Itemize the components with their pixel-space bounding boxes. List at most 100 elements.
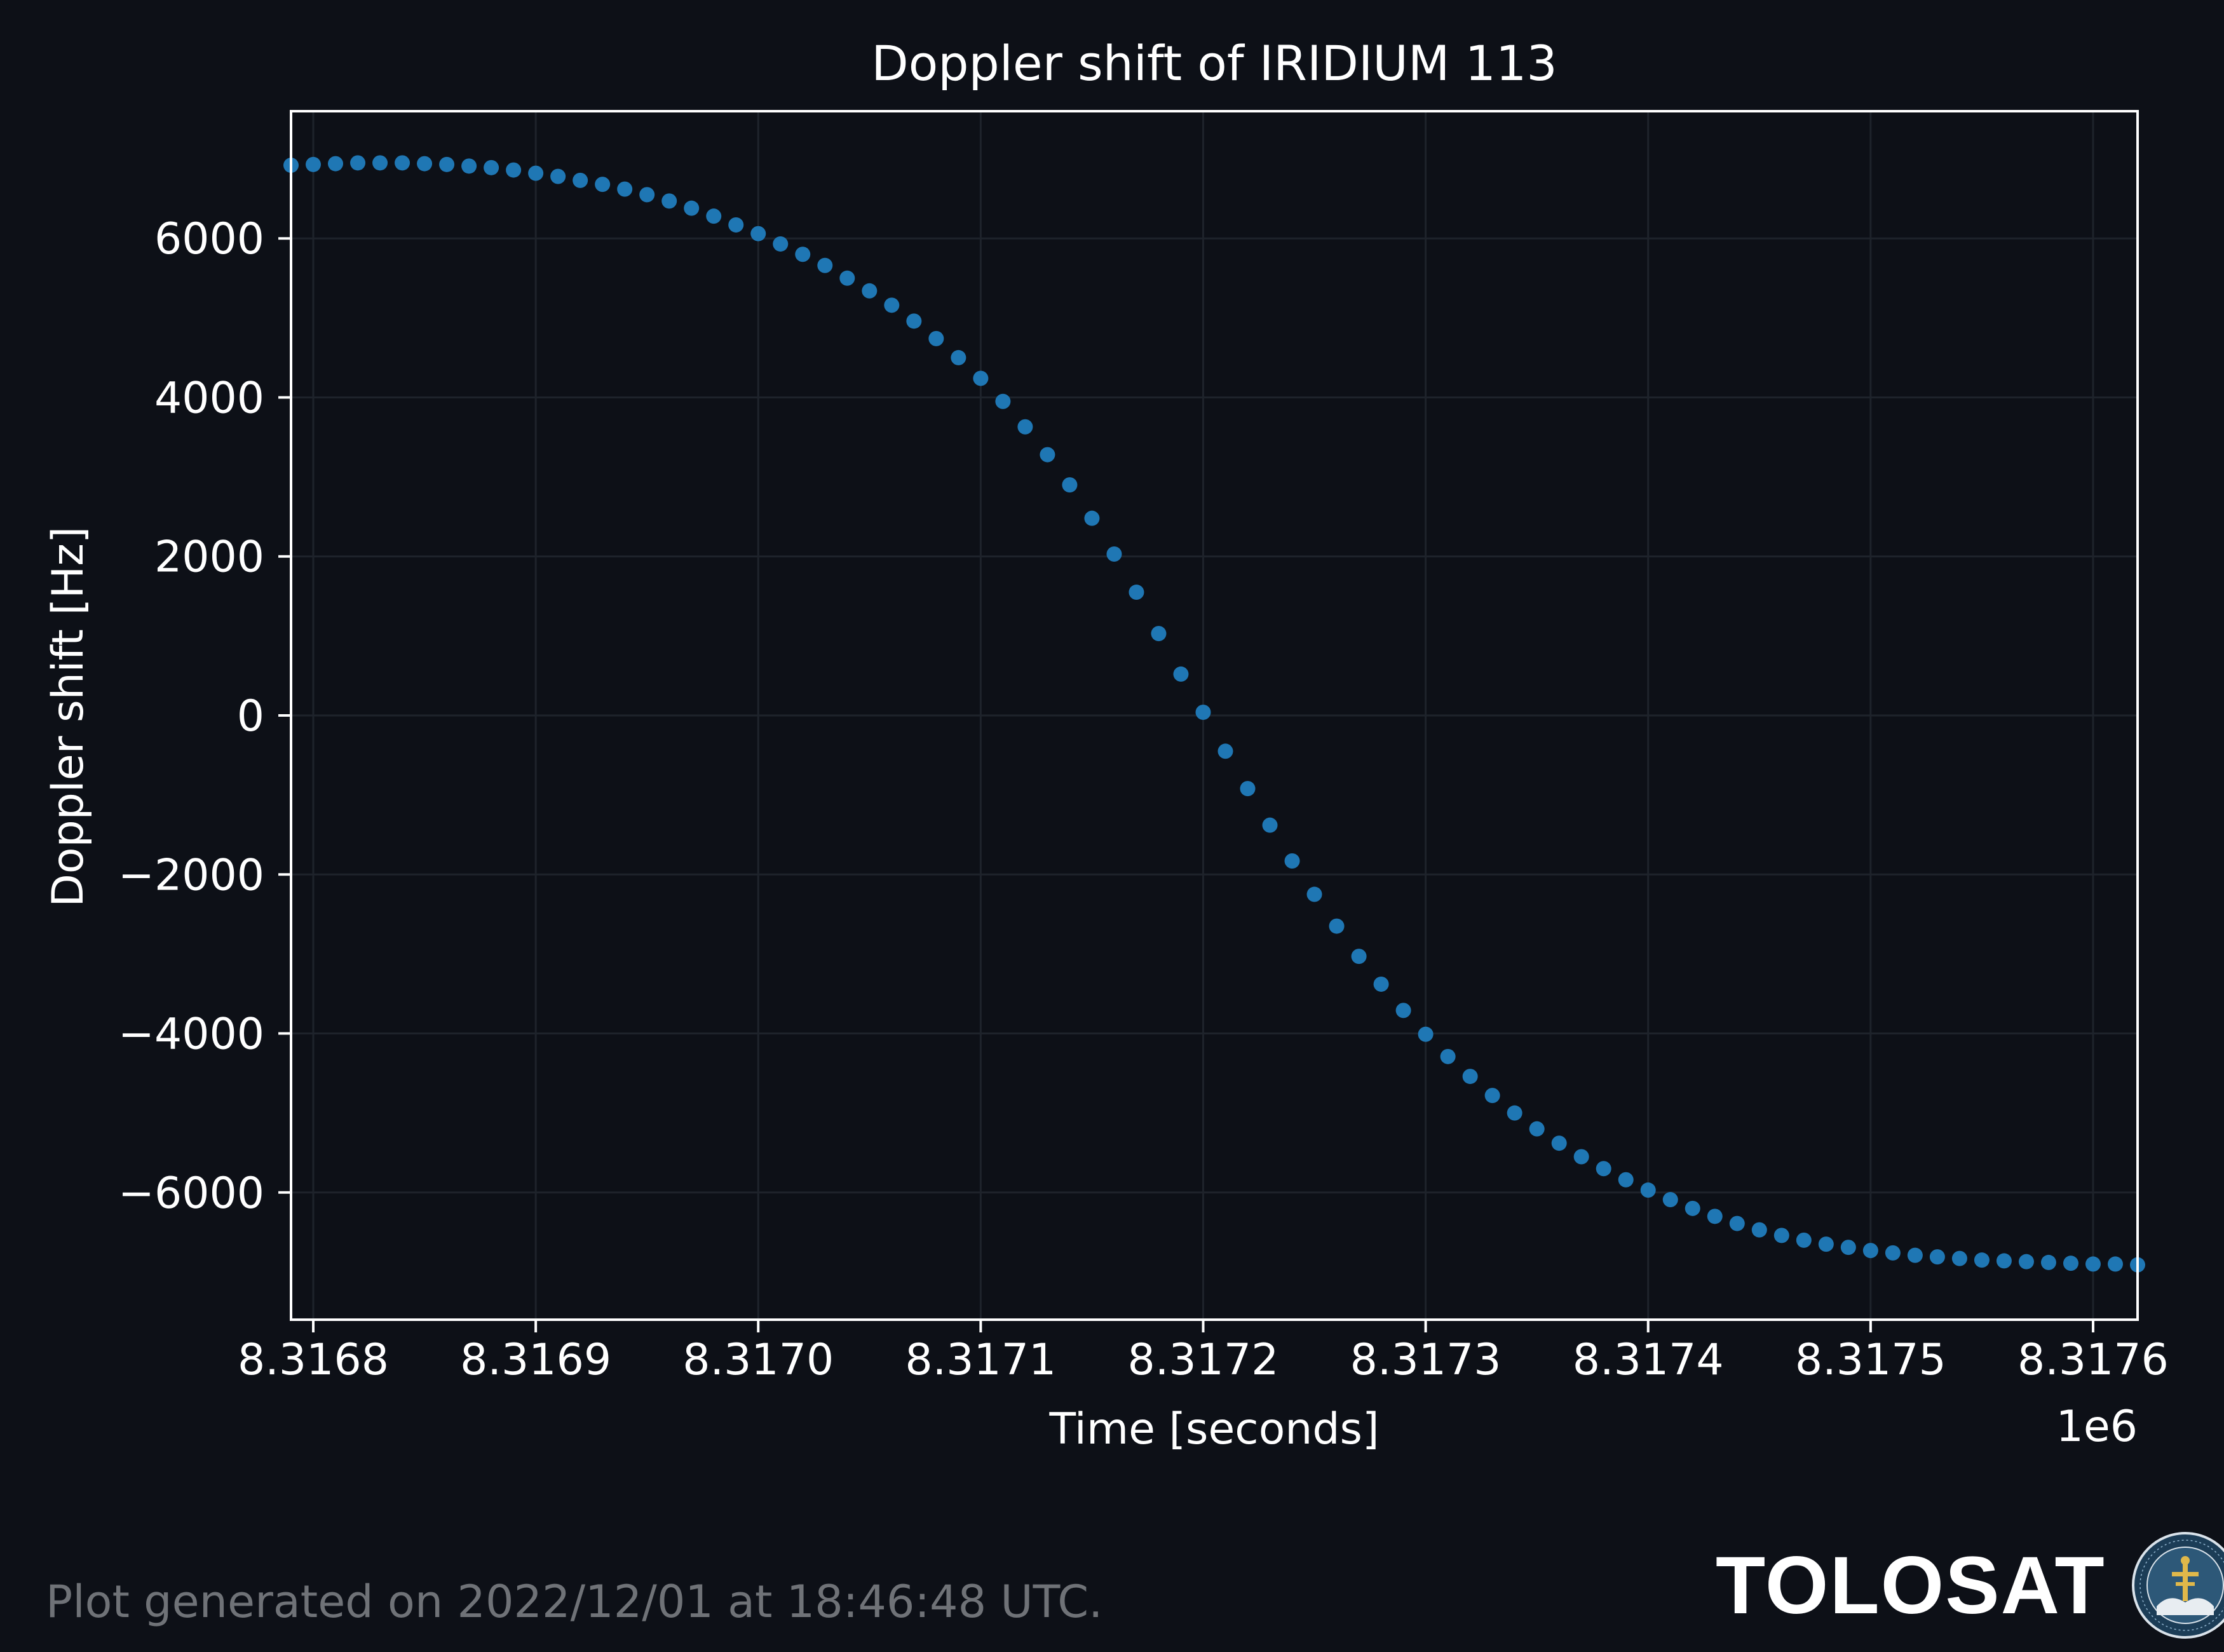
- y-tick-label: −4000: [118, 1010, 264, 1060]
- data-point: [2107, 1256, 2123, 1272]
- data-point: [884, 297, 900, 313]
- data-point: [1017, 419, 1033, 435]
- data-point: [1551, 1135, 1567, 1151]
- data-point: [328, 156, 344, 172]
- brand: TOLOSAT: [1716, 1531, 2224, 1639]
- data-point: [439, 156, 455, 172]
- data-point: [1329, 918, 1345, 934]
- data-point: [639, 187, 655, 203]
- y-tick-label: 0: [237, 691, 264, 741]
- x-tick-label: 8.3175: [1795, 1335, 1946, 1385]
- data-point: [1240, 781, 1256, 797]
- data-point: [1173, 666, 1189, 682]
- y-axis-label: Doppler shift [Hz]: [43, 527, 93, 907]
- data-point: [1040, 447, 1055, 463]
- data-point: [550, 168, 566, 184]
- x-axis-label: Time [seconds]: [1048, 1404, 1379, 1454]
- data-point: [1129, 585, 1144, 600]
- data-point: [951, 349, 966, 365]
- data-point: [1306, 886, 1322, 902]
- data-point: [2063, 1256, 2078, 1271]
- data-point: [595, 177, 611, 193]
- data-point: [750, 226, 766, 241]
- y-tick-label: 4000: [154, 373, 264, 423]
- data-point: [1529, 1121, 1545, 1137]
- x-tick-label: 8.3172: [1128, 1335, 1279, 1385]
- generation-timestamp: Plot generated on 2022/12/01 at 18:46:48…: [46, 1576, 1103, 1628]
- data-point: [1484, 1088, 1500, 1104]
- data-point: [773, 236, 789, 252]
- data-point: [906, 313, 922, 329]
- x-axis-offset-label: 1e6: [2056, 1402, 2138, 1452]
- data-point: [1974, 1252, 1990, 1268]
- data-point: [1751, 1222, 1767, 1238]
- data-point: [928, 330, 944, 346]
- data-point: [1951, 1250, 1967, 1266]
- x-tick-label: 8.3170: [682, 1335, 834, 1385]
- data-point: [684, 200, 700, 216]
- data-point: [372, 155, 388, 171]
- data-point: [1395, 1003, 1411, 1019]
- y-tick-label: −6000: [118, 1168, 264, 1219]
- brand-name: TOLOSAT: [1716, 1540, 2106, 1631]
- data-point: [1929, 1249, 1945, 1265]
- data-point: [573, 172, 588, 188]
- data-point: [1151, 626, 1167, 642]
- data-point: [1418, 1026, 1434, 1042]
- data-point: [795, 247, 811, 262]
- data-point: [862, 283, 878, 299]
- data-point: [306, 156, 322, 172]
- data-point: [973, 370, 989, 386]
- data-point: [350, 155, 366, 171]
- data-point: [995, 393, 1011, 409]
- x-tick-label: 8.3176: [2017, 1335, 2169, 1385]
- data-point: [1618, 1172, 1634, 1188]
- data-point: [1440, 1048, 1456, 1064]
- data-point: [728, 217, 744, 233]
- data-point: [395, 155, 410, 171]
- data-point: [1840, 1240, 1856, 1256]
- data-point: [1373, 976, 1389, 992]
- data-point: [617, 181, 633, 197]
- data-point: [1773, 1228, 1789, 1243]
- data-point: [1573, 1149, 1589, 1165]
- data-point: [1907, 1247, 1923, 1263]
- data-point: [1217, 743, 1233, 759]
- data-point: [417, 156, 433, 172]
- data-point: [461, 158, 477, 174]
- data-point: [839, 270, 855, 286]
- data-point: [1662, 1192, 1678, 1208]
- grid: [291, 111, 2138, 1320]
- data-point: [2040, 1254, 2056, 1270]
- data-point: [1685, 1200, 1700, 1216]
- data-point: [506, 162, 522, 178]
- data-point: [817, 257, 833, 273]
- data-point: [661, 193, 677, 209]
- x-tick-label: 8.3173: [1350, 1335, 1502, 1385]
- data-point: [1462, 1069, 1478, 1085]
- data-point: [1062, 477, 1078, 493]
- y-tick-label: −2000: [118, 850, 264, 900]
- data-point: [2085, 1256, 2101, 1272]
- data-point: [706, 208, 722, 224]
- y-tick-label: 6000: [154, 214, 264, 264]
- data-point: [1596, 1161, 1611, 1177]
- data-point: [2018, 1254, 2034, 1269]
- data-point: [1084, 510, 1100, 526]
- data-point: [1106, 546, 1122, 562]
- data-point: [1885, 1245, 1901, 1261]
- tolosat-seal-icon: [2131, 1532, 2224, 1639]
- data-point: [1351, 949, 1367, 965]
- x-tick-label: 8.3171: [905, 1335, 1056, 1385]
- x-tick-label: 8.3168: [238, 1335, 389, 1385]
- x-tick-label: 8.3174: [1573, 1335, 1724, 1385]
- axis-ticks: 8.3168 8.3169 8.3170 8.3171 8.3172 8.3173 8.31…: [118, 214, 2169, 1385]
- data-point: [484, 159, 499, 175]
- data-point: [1284, 853, 1300, 869]
- data-point: [1996, 1253, 2012, 1269]
- y-tick-label: 2000: [154, 532, 264, 583]
- data-point: [1262, 817, 1278, 833]
- data-point: [1195, 704, 1211, 720]
- data-point: [1507, 1105, 1522, 1121]
